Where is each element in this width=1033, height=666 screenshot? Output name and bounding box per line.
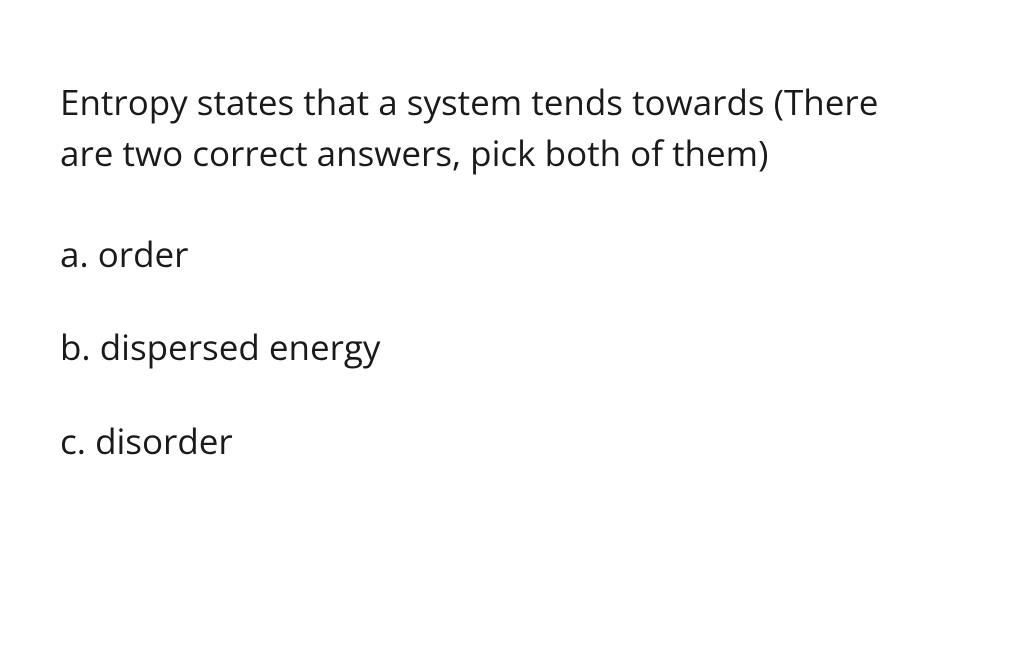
option-separator: . bbox=[77, 418, 95, 465]
option-separator: . bbox=[79, 231, 97, 278]
option-b[interactable]: b. dispersed energy bbox=[60, 325, 973, 371]
option-a[interactable]: a. order bbox=[60, 232, 973, 278]
option-letter: b bbox=[60, 324, 81, 371]
option-label: disorder bbox=[95, 418, 233, 465]
options-list: a. order b. dispersed energy c. disorder bbox=[60, 232, 973, 465]
option-separator: . bbox=[81, 324, 99, 371]
option-letter: a bbox=[60, 231, 79, 278]
option-label: dispersed energy bbox=[100, 324, 381, 371]
option-c[interactable]: c. disorder bbox=[60, 419, 973, 465]
option-label: order bbox=[98, 231, 189, 278]
option-letter: c bbox=[60, 418, 77, 465]
question-block: Entropy states that a system tends towar… bbox=[60, 78, 973, 464]
question-text: Entropy states that a system tends towar… bbox=[60, 78, 940, 180]
